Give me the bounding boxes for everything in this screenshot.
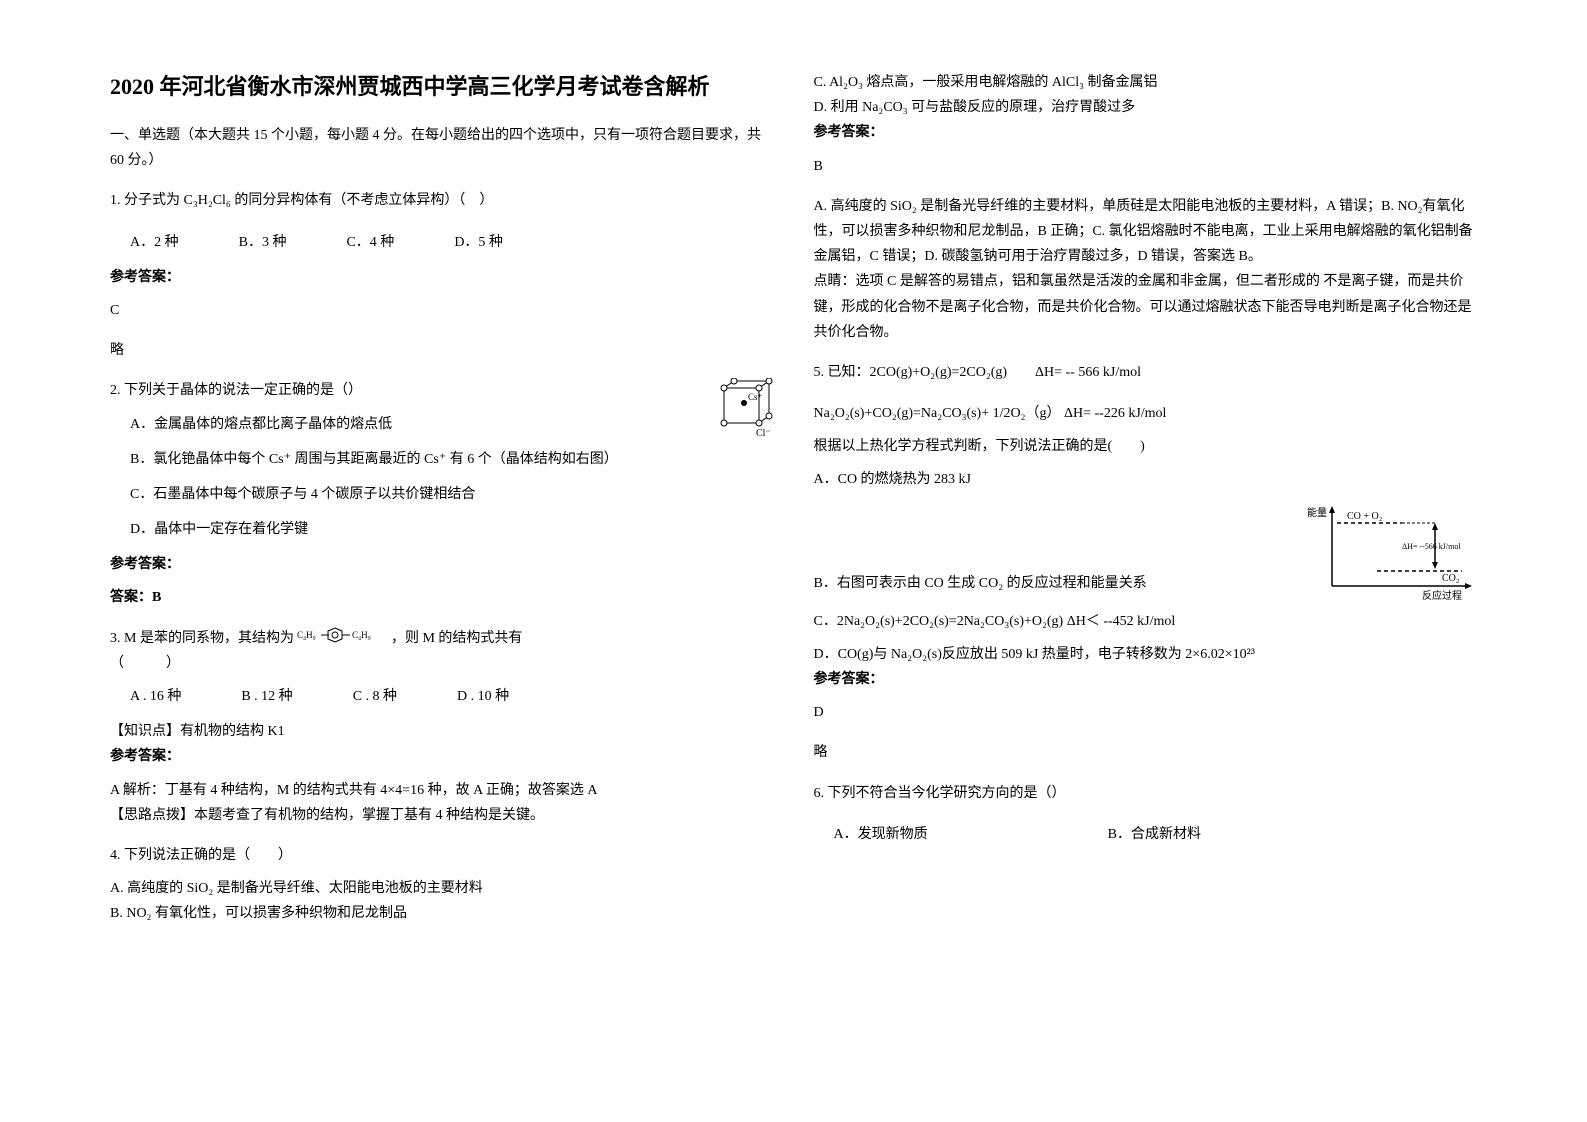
q4-opt-d: D. 利用 Na₂CO₃ 可与盐酸反应的原理，治疗胃酸过多 [814, 95, 1478, 120]
q1-explanation: 略 [110, 338, 774, 363]
question-4-part1: 4. 下列说法正确的是（ ） A. 高纯度的 SiO₂ 是制备光导纤维、太阳能电… [110, 843, 774, 927]
q5-prompt: 根据以上热化学方程式判断，下列说法正确的是( ) [814, 434, 1478, 459]
q1-opt-b: B．3 种 [239, 230, 287, 255]
cl-label: Cl⁻ [756, 428, 771, 438]
question-2: 2. 下列关于晶体的说法一定正确的是（） Cs⁺ Cl⁻ A．金属晶体 [110, 378, 774, 610]
q5-opt-d: D．CO(g)与 Na₂O₂(s)反应放出 509 kJ 热量时，电子转移数为 … [814, 642, 1478, 667]
page-title: 2020 年河北省衡水市深州贾城西中学高三化学月考试卷含解析 [110, 70, 774, 103]
q3-opt-a: A . 16 种 [130, 684, 181, 709]
q4-opt-b: B. NO₂ 有氧化性，可以损害多种织物和尼龙制品 [110, 901, 774, 926]
svg-text:C₄H₉: C₄H₉ [352, 630, 371, 640]
q5-opt-c: C．2Na₂O₂(s)+2CO₂(s)=2Na₂CO₃(s)+O₂(g) ΔH＜… [814, 609, 1478, 634]
q4-note: 点睛：选项 C 是解答的易错点，铝和氯虽然是活泼的金属和非金属，但二者形成的 不… [814, 269, 1478, 345]
q2-opt-d: D．晶体中一定存在着化学键 [130, 517, 774, 542]
q2-answer: 答案：B [110, 585, 774, 610]
q2-answer-label: 参考答案： [110, 552, 774, 577]
crystal-structure-diagram: Cs⁺ Cl⁻ [714, 378, 774, 438]
q4-answer: B [814, 154, 1478, 179]
q3-explanation1: A 解析：丁基有 4 种结构，M 的结构式共有 4×4=16 种，故 A 正确；… [110, 778, 774, 803]
q5-opt-a: A．CO 的燃烧热为 283 kJ [814, 467, 1478, 492]
q3-opt-d: D . 10 种 [457, 684, 509, 709]
q2-opt-b: B．氯化铯晶体中每个 Cs⁺ 周围与其距离最近的 Cs⁺ 有 6 个（晶体结构如… [130, 447, 774, 472]
q2-text: 2. 下列关于晶体的说法一定正确的是（） Cs⁺ Cl⁻ [110, 378, 774, 403]
q3-prefix: 3. M 是苯的同系物，其结构为 [110, 631, 294, 646]
svg-text:C₄H₉: C₄H₉ [297, 630, 316, 640]
energy-diagram: 能量 反应过程 CO + O₂ CO₂ ΔH= --566 kJ/mol [1307, 501, 1477, 601]
q6-opt-a: A．发现新物质 [834, 822, 928, 847]
q3-answer-label: 参考答案： [110, 744, 774, 769]
q6-opt-b: B．合成新材料 [1108, 822, 1201, 847]
q1-options: A．2 种 B．3 种 C．4 种 D．5 种 [130, 230, 774, 255]
q6-text: 6. 下列不符合当今化学研究方向的是（） [814, 781, 1478, 806]
q4-opt-a: A. 高纯度的 SiO₂ 是制备光导纤维、太阳能电池板的主要材料 [110, 876, 774, 901]
q1-opt-a: A．2 种 [130, 230, 179, 255]
q3-opt-b: B . 12 种 [241, 684, 292, 709]
q3-explanation2: 【思路点拨】本题考查了有机物的结构，掌握丁基有 4 种结构是关键。 [110, 803, 774, 828]
q4-answer-label: 参考答案： [814, 120, 1478, 145]
energy-top-label: CO + O₂ [1347, 511, 1382, 522]
q3-knowledge: 【知识点】有机物的结构 K1 [110, 719, 774, 744]
q2-text-content: 2. 下列关于晶体的说法一定正确的是（） [110, 383, 362, 398]
q5-explanation: 略 [814, 740, 1478, 765]
energy-bottom-label: CO₂ [1442, 573, 1459, 584]
question-1: 1. 分子式为 C₃H₂Cl₆ 的同分异构体有（不考虑立体异构）（ ） A．2 … [110, 188, 774, 363]
q1-text: 1. 分子式为 C₃H₂Cl₆ 的同分异构体有（不考虑立体异构）（ ） [110, 188, 774, 213]
q5-answer-label: 参考答案： [814, 667, 1478, 692]
q2-opt-c: C．石墨晶体中每个碳原子与 4 个碳原子以共价键相结合 [130, 482, 774, 507]
benzene-structure-icon: C₄H₉ C₄H₉ [297, 626, 387, 650]
question-3: 3. M 是苯的同系物，其结构为 C₄H₉ C₄H₉ ，则 M 的结构式共有 （… [110, 626, 774, 828]
question-4-part2: C. Al₂O₃ 熔点高，一般采用电解熔融的 AlCl₃ 制备金属铝 D. 利用… [814, 70, 1478, 345]
section-header: 一、单选题（本大题共 15 个小题，每小题 4 分。在每小题给出的四个选项中，只… [110, 123, 774, 173]
q5-text: 5. 已知：2CO(g)+O₂(g)=2CO₂(g) ΔH= -- 566 kJ… [814, 360, 1478, 385]
q1-opt-c: C．4 种 [346, 230, 394, 255]
q5-eq2: Na₂O₂(s)+CO₂(g)=Na₂CO₃(s)+ 1/2O₂（g） ΔH= … [814, 401, 1478, 426]
cs-label: Cs⁺ [748, 392, 763, 402]
energy-x-label: 反应过程 [1422, 589, 1462, 601]
q3-options: A . 16 种 B . 12 种 C . 8 种 D . 10 种 [130, 684, 774, 709]
energy-y-label: 能量 [1307, 506, 1327, 519]
q1-answer-label: 参考答案： [110, 265, 774, 290]
q4-text: 4. 下列说法正确的是（ ） [110, 843, 774, 868]
q6-options: A．发现新物质 B．合成新材料 [834, 822, 1478, 847]
q4-opt-c: C. Al₂O₃ 熔点高，一般采用电解熔融的 AlCl₃ 制备金属铝 [814, 70, 1478, 95]
question-6: 6. 下列不符合当今化学研究方向的是（） A．发现新物质 B．合成新材料 [814, 781, 1478, 847]
energy-delta-label: ΔH= --566 kJ/mol [1402, 542, 1461, 551]
q5-answer: D [814, 700, 1478, 725]
question-5: 5. 已知：2CO(g)+O₂(g)=2CO₂(g) ΔH= -- 566 kJ… [814, 360, 1478, 766]
q1-opt-d: D．5 种 [454, 230, 503, 255]
q1-answer: C [110, 298, 774, 323]
q3-text: 3. M 是苯的同系物，其结构为 C₄H₉ C₄H₉ ，则 M 的结构式共有 （… [110, 626, 774, 676]
q2-opt-a: A．金属晶体的熔点都比离子晶体的熔点低 [130, 412, 774, 437]
q3-opt-c: C . 8 种 [353, 684, 397, 709]
q4-explanation: A. 高纯度的 SiO₂ 是制备光导纤维的主要材料，单质硅是太阳能电池板的主要材… [814, 194, 1478, 270]
